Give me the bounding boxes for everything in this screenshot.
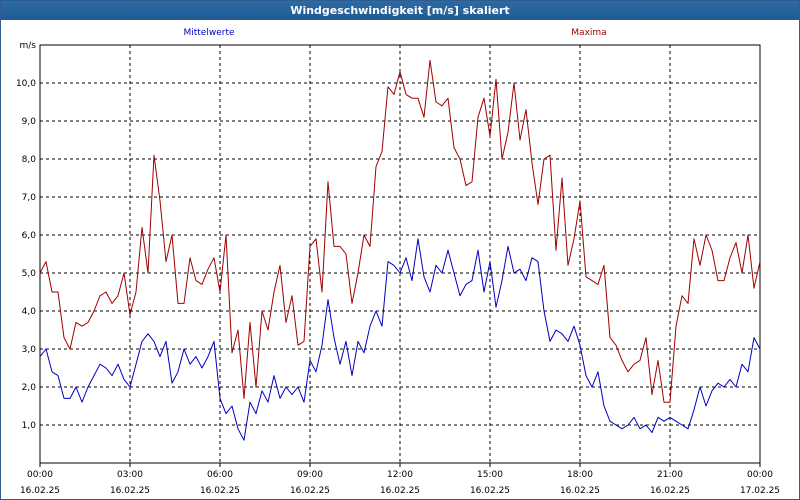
x-tick-time: 21:00: [657, 470, 683, 480]
x-tick-date: 16.02.25: [380, 486, 420, 496]
y-tick-label: 1,0: [22, 421, 37, 431]
x-tick-time: 18:00: [567, 470, 593, 480]
label-layer: 1,0 2,0 3,0 4,0 5,0 6,0 7,0 8,0 9,0 10,0 00:00 16.0…: [16, 28, 780, 496]
series-line-mittelwerte: [39, 238, 761, 441]
x-tick-date: 16.02.25: [560, 486, 600, 496]
x-tick-time: 15:00: [477, 470, 503, 480]
x-tick-date: 16.02.25: [470, 486, 510, 496]
y-tick-label: 3,0: [22, 345, 37, 355]
x-tick-date: 16.02.25: [200, 486, 240, 496]
x-tick-time: 00:00: [747, 470, 773, 480]
window-title: Windgeschwindigkeit [m/s] skaliert: [1, 1, 799, 20]
x-tick-date: 16.02.25: [650, 486, 690, 496]
y-tick-label: 8,0: [22, 155, 37, 165]
grid-layer: [40, 45, 760, 463]
y-tick-label: 9,0: [22, 117, 37, 127]
x-tick-time: 06:00: [207, 470, 233, 480]
legend-maxima: Maxima: [571, 28, 606, 38]
y-tick-label: 6,0: [22, 231, 37, 241]
y-tick-label: 4,0: [22, 307, 37, 317]
x-tick-time: 12:00: [387, 470, 413, 480]
y-axis-label: m/s: [20, 41, 37, 51]
plot-frame: [39, 44, 761, 464]
y-tick-label: 2,0: [22, 383, 37, 393]
x-tick-date: 16.02.25: [290, 486, 330, 496]
axis-layer: [39, 44, 761, 467]
wind-speed-chart: 1,0 2,0 3,0 4,0 5,0 6,0 7,0 8,0 9,0 10,0 00:00 16.0…: [16, 28, 780, 496]
x-tick-time: 00:00: [27, 470, 53, 480]
y-tick-label: 10,0: [16, 79, 36, 89]
x-tick-time: 03:00: [117, 470, 143, 480]
x-tick-date: 16.02.25: [20, 486, 60, 496]
legend-mittelwerte: Mittelwerte: [183, 28, 234, 38]
x-tick-date: 16.02.25: [110, 486, 150, 496]
x-tick-time: 09:00: [297, 470, 323, 480]
y-tick-label: 5,0: [22, 269, 37, 279]
y-tick-label: 7,0: [22, 193, 37, 203]
series-layer: [39, 59, 761, 441]
x-tick-date: 17.02.25: [740, 486, 780, 496]
series-line-maxima: [39, 59, 761, 403]
